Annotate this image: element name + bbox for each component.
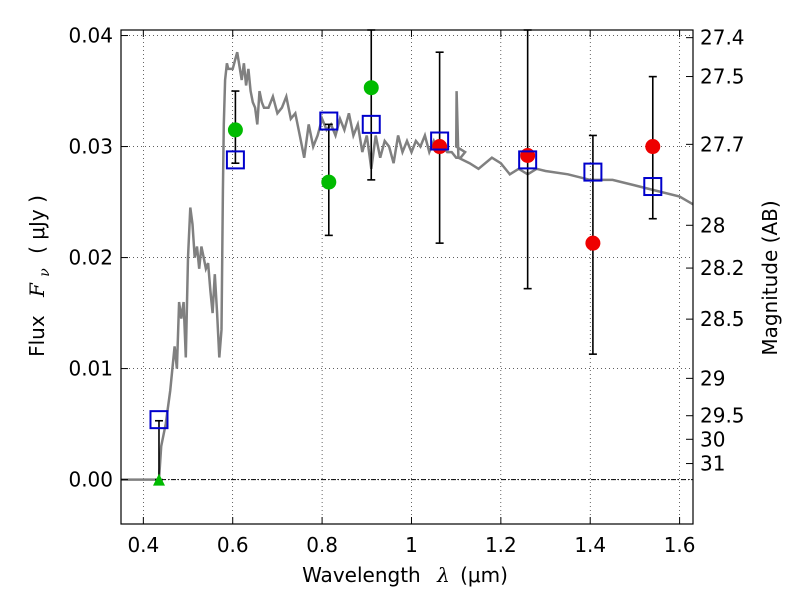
x-tick-label: 0.6 — [217, 533, 249, 557]
y-axis-label-unit: ( μJy ) — [25, 195, 49, 254]
plot-frame — [120, 29, 694, 525]
y2-tick-label: 31 — [700, 452, 725, 476]
y2-tick-label: 29 — [700, 366, 725, 390]
y-axis-label-text: Flux — [25, 315, 49, 357]
y-tick-label: 0.02 — [68, 246, 113, 270]
green-observed-point — [227, 122, 243, 138]
x-axis-label-text: Wavelength — [302, 563, 421, 587]
y-tick-label: 0.03 — [68, 135, 113, 159]
y2-tick-label: 28 — [700, 213, 725, 237]
x-tick-label: 0.4 — [127, 533, 159, 557]
data-markers — [149, 80, 663, 486]
y2-tick-label: 27.5 — [700, 65, 745, 89]
x-axis-label: Wavelength λ (μm) — [302, 563, 508, 587]
y-axis-label-symbol: F — [25, 282, 49, 298]
y2-tick-label: 30 — [700, 427, 725, 451]
green-observed-point — [321, 174, 337, 190]
model-photometry-square — [361, 114, 381, 134]
model-photometry-square — [149, 410, 169, 430]
grid-lines — [121, 30, 693, 524]
y-tick-label: 0.04 — [68, 24, 113, 48]
y-tick-label: 0.00 — [68, 468, 113, 492]
red-observed-point — [520, 147, 536, 163]
y-axis-label-subscript: ν — [37, 268, 53, 277]
red-observed-point — [585, 235, 601, 251]
y2-tick-label: 29.5 — [700, 404, 745, 428]
red-observed-point — [645, 139, 661, 155]
x-axis-label-symbol: λ — [436, 563, 450, 587]
y2-tick-label: 28.5 — [700, 307, 745, 331]
model-photometry-square — [583, 162, 603, 182]
x-tick-label: 1.4 — [574, 533, 606, 557]
red-observed-point — [432, 139, 448, 155]
y2-tick-label: 27.4 — [700, 26, 745, 50]
green-upper-limit-marker — [152, 473, 165, 486]
axis-ticks: 0.4 0.6 0.8 1 1.2 1.4 1.6 0.00 0.01 0.02 0.03 0.04 2… — [68, 24, 744, 557]
y2-axis-label: Magnitude (AB) — [758, 200, 782, 355]
x-tick-label: 1.6 — [664, 533, 696, 557]
model-photometry-square — [518, 150, 538, 170]
x-axis-label-unit: (μm) — [460, 563, 508, 587]
model-photometry-square — [430, 131, 450, 151]
green-observed-point — [363, 80, 379, 96]
y-tick-label: 0.01 — [68, 357, 113, 381]
model-photometry-square — [643, 177, 663, 197]
y2-tick-label: 28.2 — [700, 256, 745, 280]
x-tick-label: 0.8 — [306, 533, 338, 557]
y-axis-label: Flux F ν ( μJy ) — [25, 195, 54, 357]
model-photometry-square — [225, 150, 245, 170]
error-bars — [154, 29, 657, 481]
x-tick-label: 1 — [405, 533, 418, 557]
model-photometry-square — [319, 111, 339, 131]
model-spectrum-line — [121, 51, 694, 481]
x-tick-label: 1.2 — [485, 533, 517, 557]
y2-tick-label: 27.7 — [700, 132, 745, 156]
